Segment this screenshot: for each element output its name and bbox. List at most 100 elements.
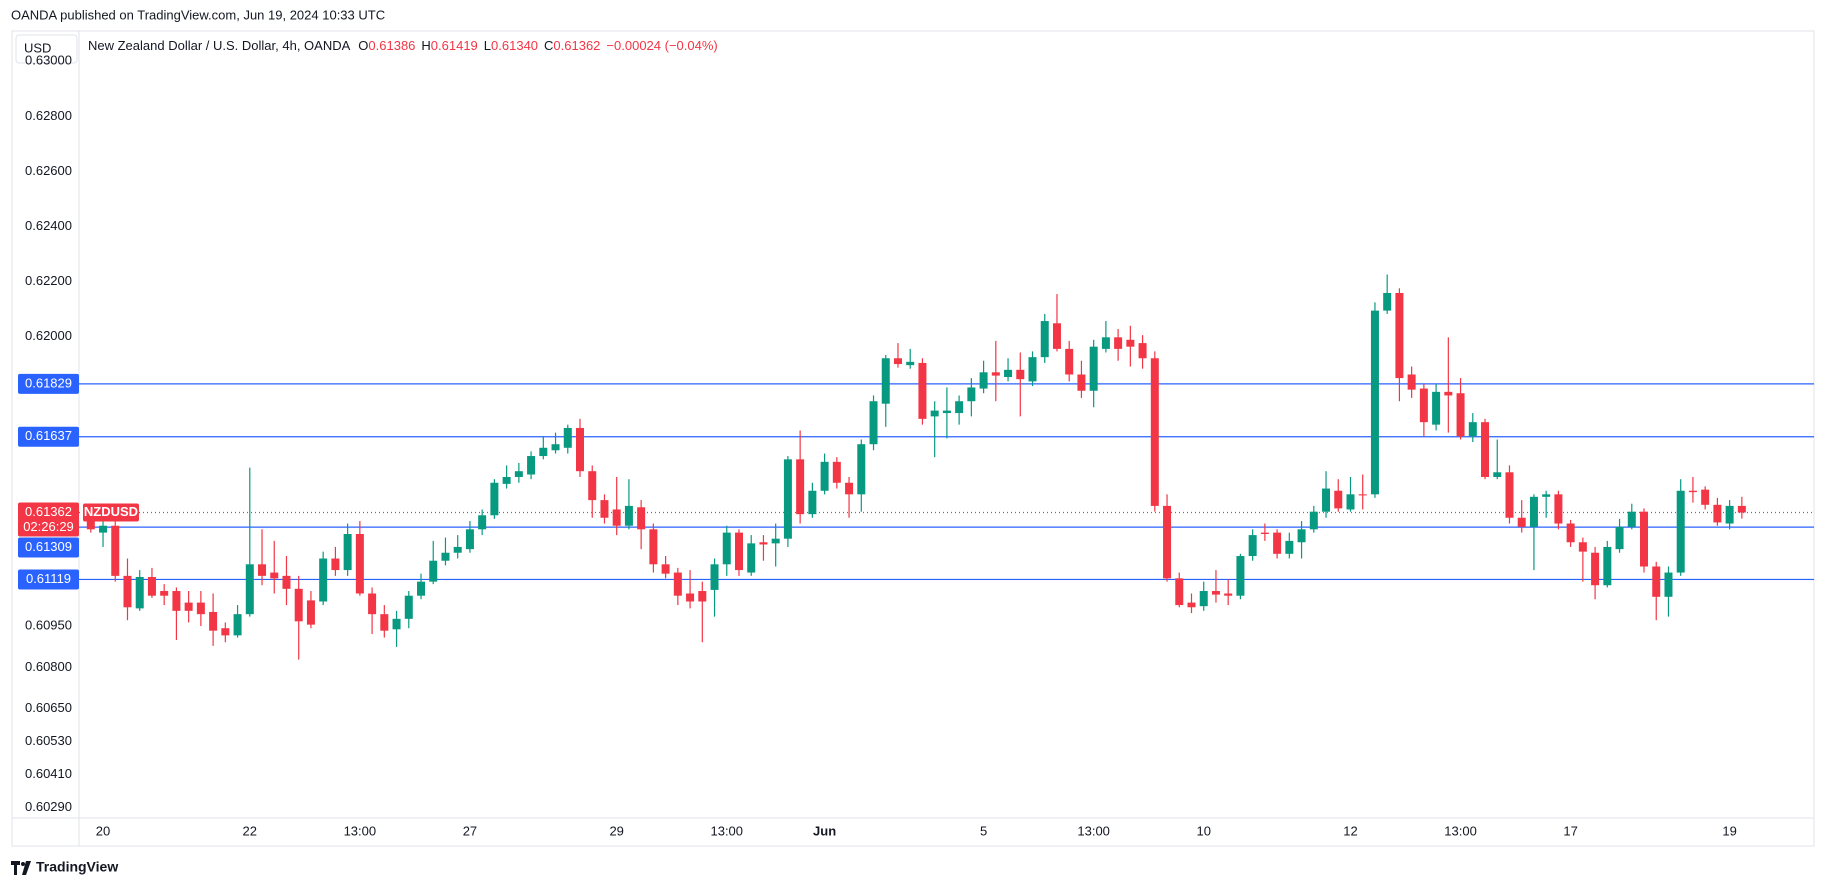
candle-body (1028, 357, 1037, 382)
candle-body (906, 361, 915, 366)
candle-body (1322, 488, 1331, 512)
candle-body (1701, 489, 1710, 505)
candle-body (845, 482, 854, 495)
candle-body (343, 533, 352, 571)
y-tick-label: 0.60530 (25, 733, 72, 748)
y-tick-label: 0.63000 (25, 53, 72, 68)
candle-body (600, 500, 609, 518)
symbol-label: NZDUSD (84, 504, 138, 519)
legend-change: −0.00024 (−0.04%) (606, 38, 717, 53)
candle-body (1334, 490, 1343, 509)
y-tick-label: 0.62400 (25, 218, 72, 233)
candle-body (637, 507, 646, 530)
candle-body (527, 456, 536, 475)
candle-body (306, 600, 315, 625)
candle-body (563, 427, 572, 448)
x-tick-label: 19 (1722, 823, 1736, 838)
candle-body (539, 447, 548, 457)
candle-body (1603, 546, 1612, 586)
candle-body (930, 410, 939, 417)
symbol-tag (83, 503, 139, 522)
x-tick-label: 13:00 (710, 823, 743, 838)
candle-body (1224, 593, 1233, 596)
candle-body (1285, 540, 1294, 554)
candle-body (1077, 374, 1086, 391)
candle-body (1052, 323, 1061, 349)
candle-body (576, 427, 584, 472)
x-tick-label: 17 (1563, 823, 1577, 838)
candle-body (514, 471, 523, 477)
currency-label: USD (24, 40, 51, 55)
x-tick-label: 20 (96, 823, 110, 838)
last-price-label: 0.61362 (25, 504, 72, 519)
candle-body (258, 564, 267, 576)
candle-body (404, 595, 413, 619)
candle-body (1150, 358, 1159, 506)
candle-body (686, 593, 695, 602)
level-label: 0.61637 (25, 428, 72, 443)
candle-body (282, 575, 291, 589)
candle-body (1517, 517, 1526, 527)
candle-body (441, 552, 450, 561)
candle-body (710, 564, 719, 590)
candle-body (147, 576, 156, 596)
candle-body (111, 525, 120, 576)
candle-body (172, 591, 181, 611)
y-tick-label: 0.62800 (25, 108, 72, 123)
legend-title: New Zealand Dollar / U.S. Dollar, 4h, OA… (88, 38, 351, 53)
candle-body (1444, 391, 1453, 396)
currency-button[interactable] (15, 34, 78, 64)
candle-body (1101, 337, 1110, 349)
x-tick-label: 5 (980, 823, 987, 838)
candle-body (294, 588, 303, 622)
candle-body (820, 461, 829, 491)
candle-body (808, 490, 817, 515)
candle-body (869, 401, 878, 445)
y-tick-label: 0.60800 (25, 659, 72, 674)
x-tick-label: 10 (1196, 823, 1210, 838)
level-label-box (18, 426, 79, 447)
chart-frame (11, 30, 1815, 847)
candle-body (624, 505, 633, 526)
legend-key: O (358, 38, 368, 53)
candle-body (1591, 552, 1600, 586)
candle-body (465, 529, 474, 550)
candle-body (1004, 369, 1013, 377)
candle-body (612, 509, 621, 526)
candle-body (417, 581, 426, 596)
legend-value: 0.61362 (553, 38, 600, 53)
y-tick-label: 0.62200 (25, 273, 72, 288)
level-label: 0.61309 (25, 539, 72, 554)
candle-body (1260, 532, 1269, 534)
candle-body (942, 410, 951, 414)
candle-body (759, 542, 768, 545)
candle-body (1493, 472, 1502, 477)
level-label: 0.61829 (25, 375, 72, 390)
candle-body (1040, 321, 1049, 358)
candle-body (1383, 292, 1392, 311)
legend-key: L (484, 38, 491, 53)
candle-body (233, 614, 242, 636)
candle-body (1114, 337, 1123, 349)
candle-body (1187, 602, 1196, 608)
candle-body (355, 533, 364, 594)
legend-value: 0.61340 (491, 38, 538, 53)
candle-body (1688, 490, 1697, 493)
candle-body (1016, 369, 1025, 380)
x-tick-label: 13:00 (1444, 823, 1477, 838)
candle-body (783, 459, 792, 539)
x-tick-label: 13:00 (344, 823, 377, 838)
y-tick-label: 0.60410 (25, 766, 72, 781)
candle-body (1370, 310, 1379, 495)
x-tick-label: Jun (813, 823, 836, 838)
candle-body (478, 515, 487, 530)
candle-body (955, 401, 964, 414)
candle-body (1615, 526, 1624, 550)
level-label-box (18, 569, 79, 590)
candle-body (1676, 490, 1685, 573)
level-label-box (18, 537, 79, 558)
candle-body (1627, 511, 1636, 527)
legend-value: 0.61386 (368, 38, 415, 53)
brand-logo[interactable]: TradingView (11, 859, 118, 875)
